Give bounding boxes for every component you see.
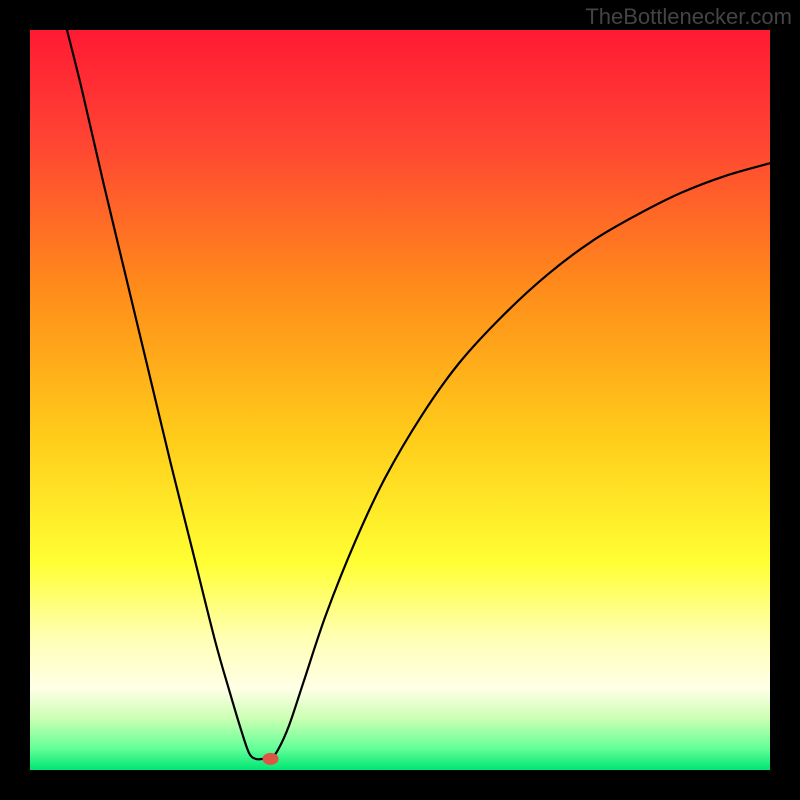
chart-background — [30, 30, 770, 770]
chart-plot-area — [30, 30, 770, 770]
minimum-marker — [263, 753, 279, 765]
bottleneck-curve-chart — [30, 30, 770, 770]
watermark-text: TheBottlenecker.com — [585, 4, 792, 30]
